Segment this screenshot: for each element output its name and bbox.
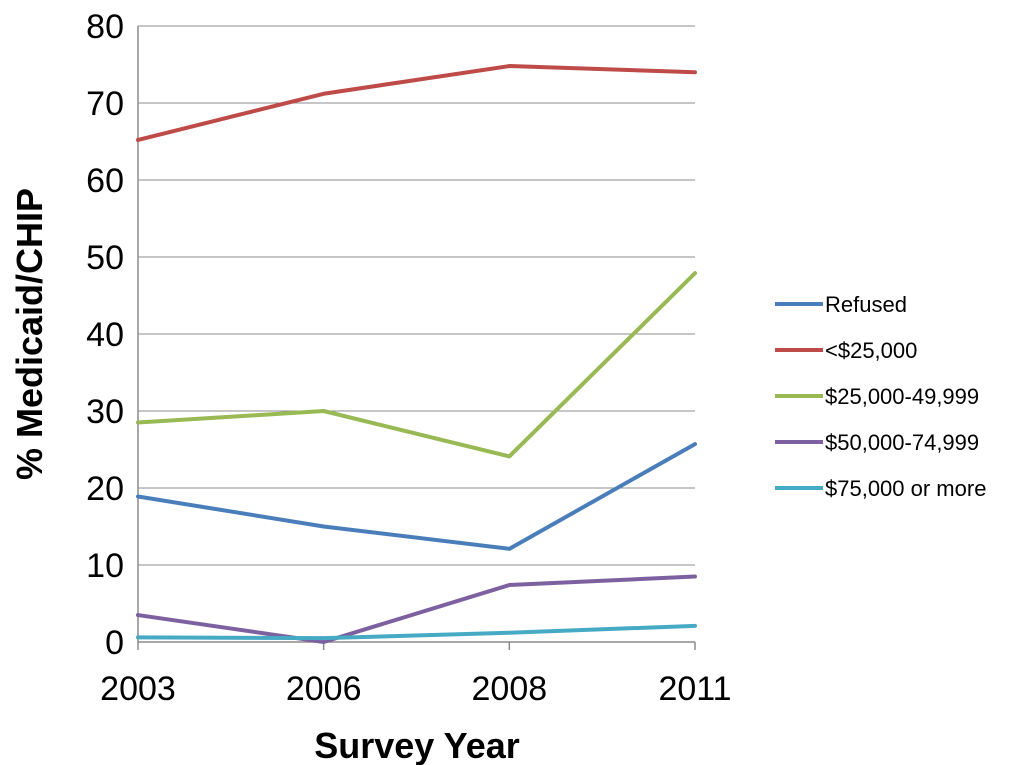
y-axis-ticks: 0 10 20 30 40 50 60 70 80 <box>86 8 124 662</box>
y-tick-label: 40 <box>86 316 124 354</box>
x-tick-label: 2011 <box>658 670 731 708</box>
legend-label-1: <$25,000 <box>825 338 917 363</box>
x-axis-title: Survey Year <box>314 725 520 765</box>
y-axis-title: % Medicaid/CHIP <box>9 188 50 480</box>
y-tick-label: 50 <box>86 239 124 277</box>
gridlines <box>138 25 695 566</box>
x-tick-label: 2008 <box>472 670 548 708</box>
legend: Refused <$25,000 $25,000-49,999 $50,000-74,… <box>775 292 986 501</box>
x-axis-ticks: 2003 2006 2008 2011 <box>100 642 732 708</box>
series-lines <box>136 64 697 644</box>
legend-label-0: Refused <box>825 292 907 317</box>
legend-label-3: $50,000-74,999 <box>825 430 979 455</box>
series-line-0 <box>136 442 697 551</box>
y-tick-label: 60 <box>86 162 124 200</box>
y-tick-label: 10 <box>86 547 124 585</box>
y-tick-label: 0 <box>105 624 124 662</box>
y-tick-label: 70 <box>86 85 124 123</box>
series-line-4 <box>136 623 697 641</box>
y-tick-label: 80 <box>86 8 124 46</box>
legend-label-2: $25,000-49,999 <box>825 384 979 409</box>
series-line-2 <box>136 271 697 459</box>
y-tick-label: 20 <box>86 470 124 508</box>
x-tick-label: 2003 <box>100 670 176 708</box>
x-tick-label: 2006 <box>286 670 362 708</box>
series-line-3 <box>136 574 697 644</box>
axes <box>137 26 695 643</box>
y-tick-label: 30 <box>86 393 124 431</box>
legend-label-4: $75,000 or more <box>825 476 986 501</box>
series-line-1 <box>136 64 697 142</box>
